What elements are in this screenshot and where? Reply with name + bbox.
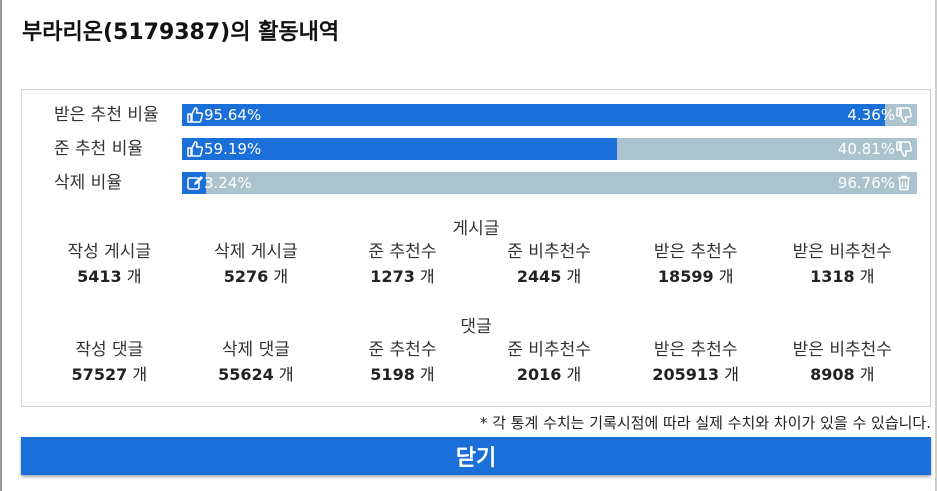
stat-label: 삭제 게시글	[214, 242, 298, 262]
stat-item: 준 추천수 5198 개	[329, 338, 476, 388]
ratio-row-given-recommend: 준 추천 비율 59.19% 40.81%	[22, 138, 932, 160]
stat-label: 준 추천수	[368, 340, 437, 360]
thumbs-up-icon	[186, 106, 204, 124]
ratio-label: 준 추천 비율	[54, 139, 144, 159]
stat-label: 준 비추천수	[507, 340, 591, 360]
stat-value: 2016 개	[516, 365, 582, 384]
stat-label: 작성 댓글	[75, 340, 144, 360]
ratio-label: 받은 추천 비율	[54, 105, 159, 125]
stat-label: 작성 게시글	[67, 242, 152, 262]
stat-value: 5198 개	[370, 365, 435, 384]
stat-value: 1318 개	[810, 267, 875, 286]
stat-item: 받은 비추천수 8908 개	[769, 338, 916, 388]
close-button[interactable]: 닫기	[21, 437, 931, 475]
comments-section-title: 댓글	[460, 317, 492, 337]
ratio-bar-fill	[182, 104, 885, 126]
thumbs-up-icon	[186, 140, 204, 158]
posts-section-title: 게시글	[452, 219, 500, 239]
window-right-edge	[935, 0, 937, 491]
stat-item: 준 비추천수 2016 개	[476, 338, 623, 388]
stat-value: 5276 개	[223, 267, 289, 286]
window-left-edge	[0, 0, 2, 491]
stat-label: 준 비추천수	[507, 242, 591, 262]
stat-label: 받은 추천수	[653, 340, 738, 360]
stat-value: 5413 개	[77, 267, 142, 286]
activity-panel: 받은 추천 비율 95.64% 4.36% 준 추천 비율	[21, 89, 931, 407]
stat-label: 받은 비추천수	[792, 340, 892, 360]
stat-value: 55624 개	[218, 365, 294, 384]
stat-label: 삭제 댓글	[221, 340, 290, 360]
ratio-bar: 59.19% 40.81%	[182, 138, 917, 160]
ratio-row-delete: 삭제 비율 3.24% 96.76%	[22, 172, 932, 194]
stat-value: 2445 개	[516, 267, 582, 286]
stat-label: 준 추천수	[368, 242, 437, 262]
disclaimer-note: * 각 통계 수치는 기록시점에 따라 실제 수치와 차이가 있을 수 있습니다…	[479, 414, 931, 432]
stat-item: 준 추천수 1273 개	[329, 240, 476, 290]
trash-icon	[895, 174, 913, 192]
stat-item: 삭제 게시글 5276 개	[183, 240, 330, 290]
stat-item: 삭제 댓글 55624 개	[183, 338, 330, 388]
stat-item: 작성 댓글 57527 개	[36, 338, 183, 388]
stat-value: 205913 개	[652, 365, 739, 384]
stat-value: 8908 개	[810, 365, 875, 384]
comments-stats: 작성 댓글 57527 개 삭제 댓글 55624 개 준 추천수 5198 개…	[36, 338, 916, 388]
stat-item: 받은 추천수 18599 개	[622, 240, 769, 290]
ratio-left-value: 59.19%	[204, 140, 262, 158]
stat-item: 준 비추천수 2445 개	[476, 240, 623, 290]
stat-label: 받은 비추천수	[792, 242, 892, 262]
thumbs-down-icon	[895, 140, 913, 158]
ratio-bar: 95.64% 4.36%	[182, 104, 917, 126]
ratio-right-value: 40.81%	[837, 140, 895, 158]
stat-value: 1273 개	[370, 267, 435, 286]
ratio-left-value: 3.24%	[204, 174, 252, 192]
ratio-right-value: 4.36%	[847, 106, 895, 124]
stat-item: 받은 추천수 205913 개	[622, 338, 769, 388]
ratio-left-value: 95.64%	[204, 106, 262, 124]
dialog-title: 부라리온(5179387)의 활동내역	[22, 20, 340, 45]
stat-value: 57527 개	[71, 365, 148, 384]
ratio-label: 삭제 비율	[54, 173, 122, 193]
stat-item: 받은 비추천수 1318 개	[769, 240, 916, 290]
edit-icon	[186, 174, 204, 192]
ratio-right-value: 96.76%	[837, 174, 895, 192]
ratio-row-received-recommend: 받은 추천 비율 95.64% 4.36%	[22, 104, 932, 126]
posts-stats: 작성 게시글 5413 개 삭제 게시글 5276 개 준 추천수 1273 개…	[36, 240, 916, 290]
thumbs-down-icon	[895, 106, 913, 124]
stat-item: 작성 게시글 5413 개	[36, 240, 183, 290]
stat-value: 18599 개	[657, 267, 734, 286]
ratio-bar-fill	[182, 138, 618, 160]
ratio-bar: 3.24% 96.76%	[182, 172, 917, 194]
stat-label: 받은 추천수	[653, 242, 738, 262]
